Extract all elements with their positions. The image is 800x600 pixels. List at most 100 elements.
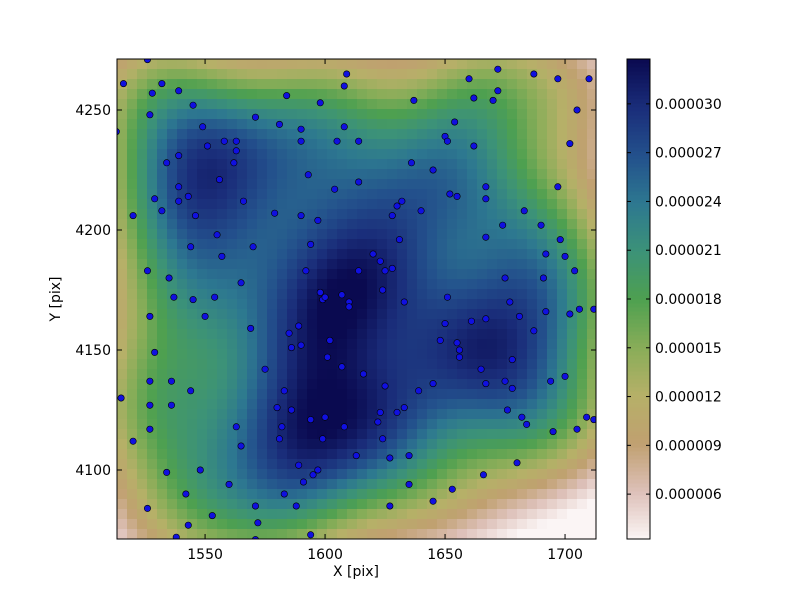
density-cell [257,229,268,240]
density-cell [427,479,438,490]
density-cell [327,459,338,470]
point [307,240,315,248]
density-cell [507,209,518,220]
density-cell [347,169,358,180]
density-cell [117,409,128,420]
density-cell [237,89,248,100]
density-cell [247,519,258,530]
density-cell [257,179,268,190]
density-cell [547,199,558,210]
density-cell [197,209,208,220]
density-cell [487,359,498,370]
density-cell [197,319,208,330]
density-cell [307,379,318,390]
density-cell [247,449,258,460]
density-cell [467,109,478,120]
density-cell [167,209,178,220]
colorbar-strip [627,255,650,260]
density-cell [477,119,488,130]
density-cell [177,119,188,130]
density-cell [437,159,448,170]
colorbar-strip [627,59,650,64]
density-cell [167,319,178,330]
density-cell [337,199,348,210]
density-cell [317,209,328,220]
density-cell [297,419,308,430]
density-cell [407,89,418,100]
colorbar-strip [627,391,650,396]
density-cell [127,179,138,190]
density-cell [377,149,388,160]
density-cell [177,359,188,370]
density-cell [347,389,358,400]
density-cell [237,309,248,320]
density-cell [267,169,278,180]
density-cell [537,229,548,240]
density-cell [327,299,338,310]
density-cell [437,479,448,490]
density-cell [507,229,518,240]
density-cell [417,99,428,110]
density-cell [307,399,318,410]
density-cell [247,89,258,100]
point [187,387,195,395]
point [285,329,293,337]
density-cell [497,139,508,150]
density-cell [297,179,308,190]
density-cell [227,439,238,450]
density-cell [557,379,568,390]
density-cell [207,89,218,100]
density-cell [117,229,128,240]
density-cell [427,199,438,210]
density-cell [247,379,258,390]
density-cell [247,349,258,360]
density-cell [477,399,488,410]
density-cell [407,229,418,240]
density-cell [337,399,348,410]
density-cell [537,69,548,80]
density-cell [417,239,428,250]
point [338,363,346,371]
density-cell [117,299,128,310]
density-cell [297,379,308,390]
density-cell [537,479,548,490]
colorbar-strip [627,339,650,344]
density-cell [327,269,338,280]
density-cell [147,389,158,400]
density-cell [207,329,218,340]
density-cell [487,259,498,270]
density-cell [337,219,348,230]
point [506,298,514,306]
density-cell [517,319,528,330]
density-cell [227,179,238,190]
density-cell [587,149,596,160]
density-cell [217,509,228,520]
density-cell [547,419,558,430]
point [499,221,507,229]
density-cell [287,179,298,190]
colorbar-strip [627,183,650,188]
density-cell [537,379,548,390]
density-cell [217,469,228,480]
point [515,312,523,320]
density-cell [577,349,588,360]
colorbar-strip [627,375,650,380]
density-cell [297,129,308,140]
density-cell [507,409,518,420]
density-cell [317,429,328,440]
density-cell [147,199,158,210]
density-cell [437,429,448,440]
density-cell [237,379,248,390]
density-cell [147,99,158,110]
point [184,192,192,200]
density-cell [167,89,178,100]
density-cell [537,389,548,400]
density-cell [587,369,596,380]
point [405,452,413,460]
density-cell [387,329,398,340]
density-cell [587,219,596,230]
density-cell [307,309,318,320]
density-cell [157,359,168,370]
density-cell [257,189,268,200]
density-cell [167,59,178,70]
